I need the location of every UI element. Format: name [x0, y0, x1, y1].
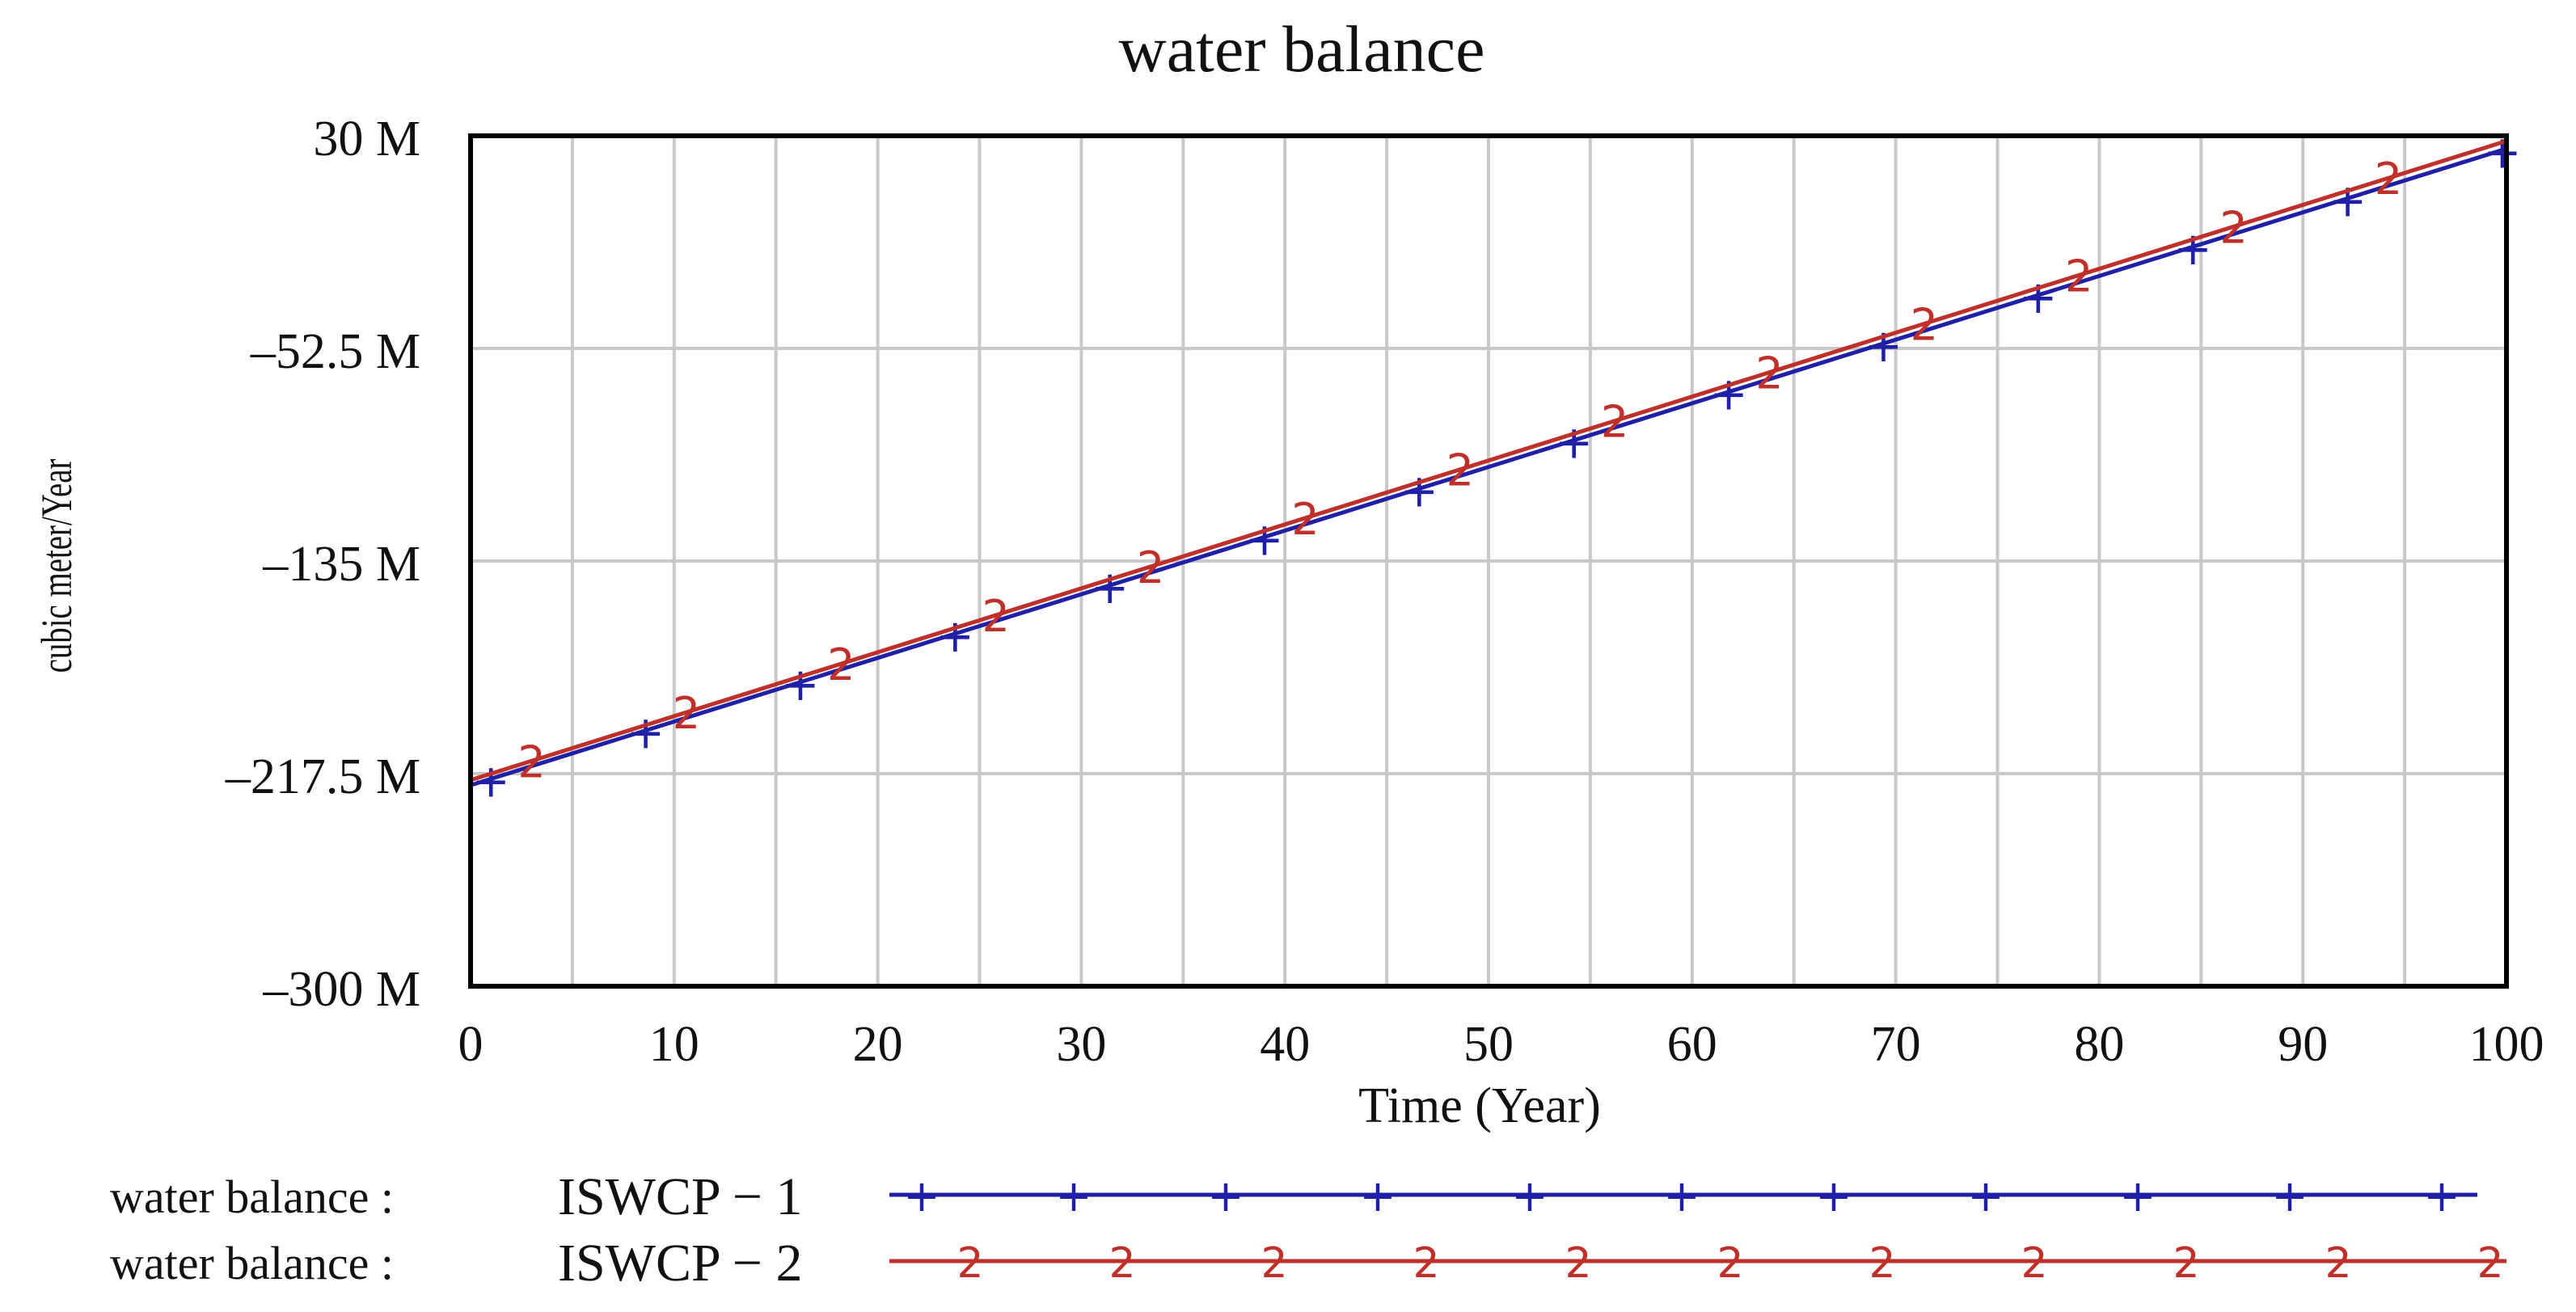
series-2-marker: 2: [827, 639, 855, 690]
x-tick-label: 70: [1871, 1017, 1921, 1072]
y-axis-label: cubic meter/Year: [33, 458, 82, 673]
y-tick-label: –135 M: [262, 537, 420, 592]
legend-prefix: water balance :: [110, 1171, 394, 1223]
series-1-marker: +: [1864, 320, 1902, 373]
legend: water balance : ISWCP − 1 + + + + + + + + + + + water…: [110, 1167, 2506, 1293]
series-1-marker: +: [1091, 562, 1129, 614]
series-1-marker: +: [936, 610, 974, 663]
x-tick-label: 0: [458, 1017, 484, 1072]
series-2-marker: 2: [2219, 202, 2247, 253]
series-1-marker: +: [2329, 175, 2367, 227]
legend-marker-1: +: [1055, 1171, 1092, 1221]
y-tick-label: –300 M: [262, 962, 420, 1017]
legend-marker-1: +: [2423, 1171, 2460, 1221]
legend-marker-2: 2: [956, 1239, 983, 1288]
series-2-marker: 2: [517, 736, 545, 787]
x-tick-label: 40: [1260, 1017, 1310, 1072]
legend-scenario: ISWCP − 2: [558, 1234, 802, 1293]
series-2-marker: 2: [2375, 154, 2402, 205]
grid: [471, 134, 2506, 988]
series-line-2: [470, 138, 2507, 783]
legend-marker-2: 2: [1717, 1239, 1743, 1288]
series-2-marker: 2: [1601, 397, 1628, 448]
legend-marker-1: +: [1967, 1171, 2004, 1221]
series-1-marker: +: [2019, 272, 2057, 324]
legend-marker-2: 2: [1413, 1239, 1439, 1288]
legend-marker-1: +: [1815, 1171, 1852, 1221]
legend-marker-2: 2: [1261, 1239, 1287, 1288]
legend-prefix: water balance :: [110, 1237, 394, 1289]
legend-marker-2: 2: [1869, 1239, 1895, 1288]
x-tick-label: 60: [1667, 1017, 1717, 1072]
legend-scenario: ISWCP − 1: [558, 1167, 802, 1226]
y-tick-label: 30 M: [313, 112, 420, 167]
legend-marker-1: +: [2271, 1171, 2308, 1221]
series-2-marker: 2: [1911, 299, 1938, 350]
series-2-marker: 2: [673, 688, 700, 739]
x-tick-label: 100: [2469, 1017, 2544, 1072]
x-tick-label: 50: [1463, 1017, 1514, 1072]
legend-marker-2: 2: [2173, 1239, 2199, 1288]
series-1-marker: +: [781, 659, 819, 711]
series-2-marker: 2: [982, 591, 1009, 642]
y-tick-label: –52.5 M: [250, 324, 420, 379]
series-1-marker: +: [1555, 417, 1593, 470]
legend-marker-1: +: [1663, 1171, 1700, 1221]
legend-marker-2: 2: [1109, 1239, 1135, 1288]
series-2-marker: 2: [1137, 542, 1164, 593]
x-tick-label: 90: [2278, 1017, 2328, 1072]
series-2-marker: 2: [1755, 348, 1783, 399]
series-2-marker: 2: [1291, 494, 1319, 545]
x-tick-label: 80: [2074, 1017, 2124, 1072]
legend-marker-2: 2: [1565, 1239, 1591, 1288]
series-1-marker: +: [1400, 465, 1438, 517]
series-1-marker: +: [1246, 513, 1284, 566]
series-1-marker: +: [472, 755, 510, 808]
x-tick-label: 30: [1056, 1017, 1106, 1072]
legend-marker-2: 2: [2021, 1239, 2047, 1288]
legend-marker-1: +: [1511, 1171, 1548, 1221]
series-1-marker: +: [2174, 223, 2212, 276]
legend-marker-1: +: [1359, 1171, 1396, 1221]
x-axis-label: Time (Year): [1358, 1078, 1601, 1133]
series-line-1: [470, 146, 2507, 787]
series-2-marker: 2: [2065, 251, 2092, 302]
series-2-marker: 2: [1446, 445, 1474, 496]
series-1-marker: +: [627, 707, 665, 760]
legend-marker-1: +: [903, 1171, 940, 1221]
tick-labels: 0 10 20 30 40 50 60 70 80 90 100 30 M –52.5 M –135 M –…: [225, 112, 2544, 1072]
legend-marker-1: +: [2119, 1171, 2156, 1221]
chart-title: water balance: [1119, 12, 1485, 86]
legend-marker-2: 2: [2477, 1239, 2503, 1288]
legend-marker-2: 2: [2325, 1239, 2351, 1288]
x-tick-label: 20: [853, 1017, 903, 1072]
series-1-marker: +: [1710, 369, 1748, 421]
plot-frame: [468, 133, 2509, 989]
legend-marker-1: +: [1207, 1171, 1244, 1221]
x-tick-label: 10: [649, 1017, 699, 1072]
y-tick-label: –217.5 M: [225, 749, 420, 804]
